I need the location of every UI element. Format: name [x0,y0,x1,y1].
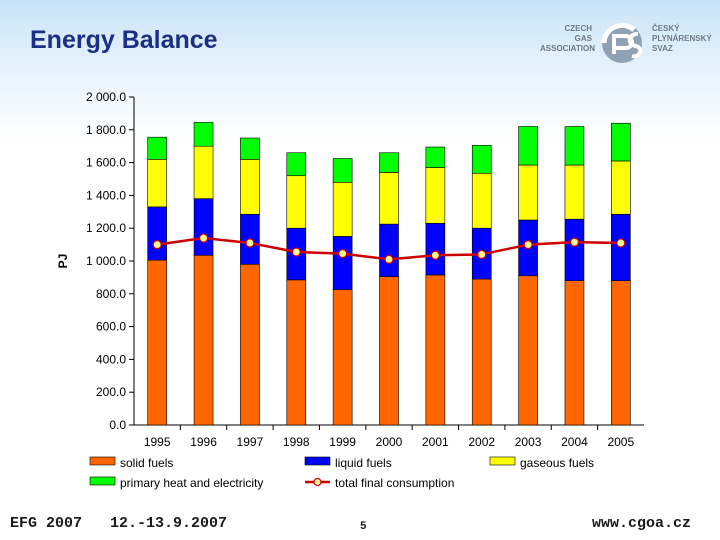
y-tick-label: 600.0 [96,320,126,334]
legend-swatch-solid-fuels [89,456,116,466]
y-tick-label: 1 200.0 [86,221,126,235]
bar-solid-fuels-1996 [193,254,214,426]
bar-primary-heat-and-electricity-2000 [379,152,399,173]
total-final-consumption-point-2001 [430,250,440,260]
x-tick-label: 2002 [468,435,495,449]
logo-right-line: SVAZ [652,44,673,53]
total-final-consumption-point-2000 [384,254,394,264]
y-tick-label: 1 000.0 [86,254,126,268]
bar-liquid-fuels-2000 [379,223,399,277]
y-tick-label: 1 800.0 [86,123,126,137]
y-tick-label: 200.0 [96,385,126,399]
bar-gaseous-fuels-1995 [147,159,167,208]
total-final-consumption-point-1996 [198,233,209,243]
x-tick-label: 2003 [515,435,542,449]
cgoa-logo-mark-icon [601,22,643,63]
x-tick-label: 1996 [190,435,217,449]
bar-primary-heat-and-electricity-2005 [611,122,631,162]
legend-swatch-primary-heat-and-electricity [89,476,116,486]
bar-solid-fuels-2003 [518,275,538,426]
x-tick-label: 1999 [329,435,356,449]
bar-primary-heat-and-electricity-1998 [286,152,307,177]
y-tick-label: 1 400.0 [86,188,126,202]
bar-liquid-fuels-1995 [147,206,167,261]
legend-label-solid-fuels: solid fuels [120,456,173,470]
legend-label-primary-heat-and-electricity: primary heat and electricity [120,476,263,490]
bar-solid-fuels-1997 [240,263,260,426]
bar-primary-heat-and-electricity-1996 [193,122,214,147]
total-final-consumption-point-1998 [291,247,301,257]
total-final-consumption-point-2005 [616,238,626,248]
bar-gaseous-fuels-2000 [379,172,399,225]
x-tick-label: 2004 [561,435,588,449]
logo-left-text: CZECH GAS ASSOCIATION [540,24,595,54]
bar-primary-heat-and-electricity-2002 [471,145,492,174]
x-tick-label: 2001 [422,435,449,449]
logo-right-text: ČESKÝ PLYNÁRENSKÝ SVAZ [652,24,712,54]
logo-left-line: CZECH [564,24,592,33]
bar-solid-fuels-2001 [425,274,446,426]
x-tick-label: 2005 [607,435,634,449]
bar-liquid-fuels-1999 [332,236,353,290]
bar-gaseous-fuels-2003 [518,164,538,221]
total-final-consumption-point-1995 [152,240,162,250]
x-tick-label: 1997 [237,435,264,449]
bar-primary-heat-and-electricity-2001 [425,146,446,168]
bar-primary-heat-and-electricity-1995 [147,136,167,160]
bar-liquid-fuels-1996 [193,198,214,256]
footer-event: EFG 2007 [10,515,83,532]
cgoa-logo: CZECH GAS ASSOCIATION ČESKÝ PLYNÁRENSKÝ … [540,20,712,70]
bar-solid-fuels-2002 [471,278,492,426]
bar-gaseous-fuels-1996 [193,145,214,199]
bar-solid-fuels-2005 [611,280,631,426]
bar-liquid-fuels-2001 [425,222,446,276]
bar-primary-heat-and-electricity-2003 [518,126,538,166]
x-tick-label: 1998 [283,435,310,449]
legend-label-total-final-consumption: total final consumption [335,476,454,490]
bar-gaseous-fuels-2002 [471,172,492,229]
logo-left-line: GAS [574,34,592,43]
logo-right-line: PLYNÁRENSKÝ [652,34,712,43]
page-title: Energy Balance [30,26,218,54]
x-tick-label: 2000 [376,435,403,449]
total-final-consumption-point-1999 [338,249,348,259]
y-tick-label: 400.0 [96,352,126,366]
y-tick-label: 2 000.0 [86,90,126,104]
x-tick-label: 1995 [144,435,171,449]
bar-gaseous-fuels-2004 [564,164,585,220]
bar-solid-fuels-1999 [332,289,353,426]
bar-primary-heat-and-electricity-2004 [564,126,585,166]
footer-page-number: 5 [360,521,367,533]
bar-solid-fuels-2000 [379,276,399,426]
total-final-consumption-point-2002 [477,249,487,260]
total-final-consumption-point-1997 [245,238,255,248]
y-axis-label: PJ [56,254,70,269]
y-tick-label: 800.0 [96,287,126,301]
bar-primary-heat-and-electricity-1999 [332,158,353,183]
bar-gaseous-fuels-2005 [611,160,631,215]
legend-marker-total-final-consumption [313,477,322,487]
total-final-consumption-point-2004 [569,237,580,247]
legend-label-gaseous-fuels: gaseous fuels [520,456,594,470]
y-tick-label: 1 600.0 [86,156,126,170]
bar-solid-fuels-2004 [564,280,585,426]
bar-gaseous-fuels-2001 [425,167,446,224]
bar-gaseous-fuels-1999 [332,181,353,237]
bar-solid-fuels-1995 [147,259,167,426]
bar-solid-fuels-1998 [286,279,307,426]
legend-swatch-liquid-fuels [304,456,331,466]
logo-left-line: ASSOCIATION [540,44,595,53]
legend-swatch-gaseous-fuels [489,456,516,466]
logo-right-line: ČESKÝ [652,24,680,33]
legend-label-liquid-fuels: liquid fuels [335,456,392,470]
bar-liquid-fuels-2004 [564,218,585,281]
total-final-consumption-point-2003 [523,240,533,250]
bar-primary-heat-and-electricity-1997 [240,137,260,160]
y-tick-label: 0.0 [109,418,126,432]
bar-gaseous-fuels-1998 [286,175,307,229]
bar-gaseous-fuels-1997 [240,159,260,215]
footer-url: www.cgoa.cz [592,515,692,532]
footer-date: 12.-13.9.2007 [110,515,228,532]
